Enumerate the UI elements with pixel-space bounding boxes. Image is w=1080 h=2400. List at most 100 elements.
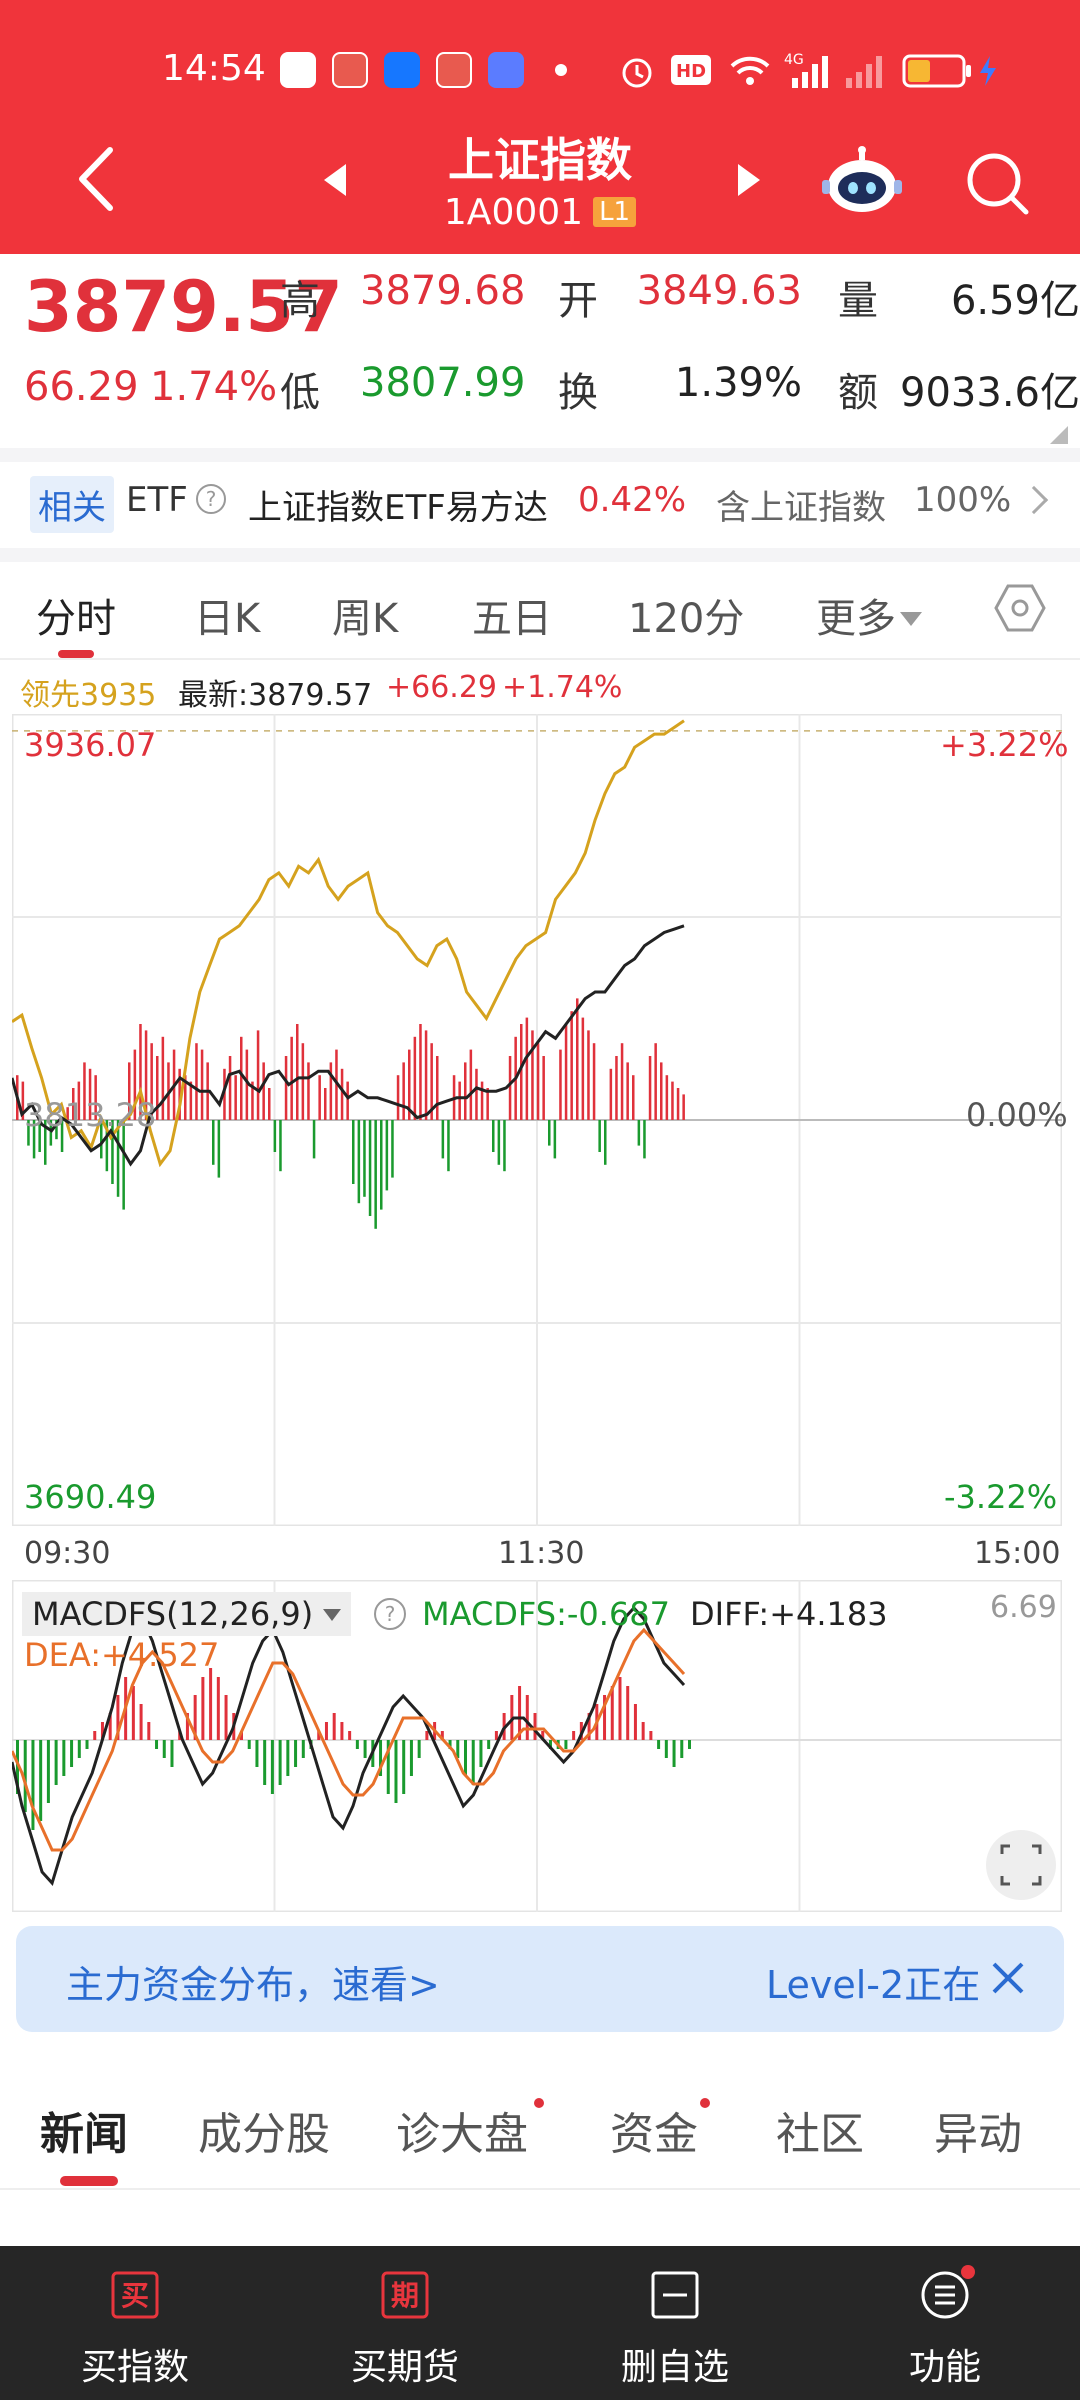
volume-bar [111,1120,114,1184]
tab-five-day[interactable]: 五日 [472,596,552,642]
x-tick-label: 15:00 [974,1536,1061,1571]
volume-bar [312,1120,316,1159]
volume-bar [475,1068,478,1120]
tab-diagnosis[interactable]: 诊大盘 [396,2109,528,2160]
macd-bar [379,1740,383,1776]
macd-bar [116,1695,120,1740]
volume-bars [16,998,685,1229]
related-etf-label: ETF [126,480,188,520]
chart-info-line: 领先3935 最新:3879.57 +66.29 +1.74% [0,666,1080,713]
volume-bar [105,1120,109,1172]
prev-stock-icon[interactable] [316,160,356,200]
volume-bar [223,1068,226,1120]
volume-bar [660,1062,663,1120]
buy-index-label: 买指数 [80,2347,189,2388]
macd-bar [394,1740,398,1803]
tab-weekly-k[interactable]: 周K [332,596,399,642]
notification-dot-icon [534,2098,544,2108]
macd-bar [603,1695,607,1740]
volume-bar [116,1120,120,1197]
macd-chart[interactable] [12,1580,1062,1912]
close-icon[interactable] [986,1956,1030,2000]
macd-max-label: 6.69 [990,1590,1057,1625]
remove-watchlist-icon [651,2271,699,2319]
remove-watchlist-button[interactable]: 删自选 [540,2246,810,2400]
tab-community[interactable]: 社区 [776,2109,864,2160]
volume-bar [150,1043,153,1120]
buy-index-button[interactable]: 买 买指数 [0,2246,270,2400]
volume-bar [665,1075,669,1120]
volume-bar [72,1088,75,1120]
expand-quote-icon[interactable] [1050,426,1068,444]
macd-bar [649,1731,653,1740]
help-icon[interactable]: ? [374,1598,406,1630]
macd-bar [610,1686,614,1740]
futures-icon-glyph: 期 [391,2279,419,2312]
tab-intraday[interactable]: 分时 [36,596,116,642]
macd-bar [39,1740,43,1821]
dea-line [12,1627,686,1852]
volume-bar [122,1120,125,1210]
volume-bar [620,1043,624,1120]
tab-more-label: 更多 [816,596,896,642]
tab-anomaly[interactable]: 异动 [934,2109,1022,2160]
volume-bar [380,1120,383,1210]
volume-bar [268,1088,271,1120]
notification-dot-icon [700,2098,710,2108]
volume-bar [352,1120,355,1184]
volume-bar [497,1120,501,1165]
back-icon[interactable] [70,144,120,214]
pct-mid-label: 0.00% [966,1096,1068,1134]
volume-bar [559,1049,562,1120]
volume-bar [133,1049,137,1120]
tab-daily-k[interactable]: 日K [194,596,261,642]
volume-bar [525,1017,529,1120]
next-stock-icon[interactable] [728,160,768,200]
volume-bar [548,1120,551,1146]
capital-flow-banner[interactable]: 主力资金分布，速看> Level-2正在 [16,1926,1064,2032]
tab-more[interactable]: 更多 [816,586,922,644]
volume-bar [531,1030,534,1120]
settings-icon[interactable] [994,582,1046,634]
alarm-icon [622,58,652,88]
tab-120min[interactable]: 120分 [628,596,745,642]
volume-bar [408,1049,411,1120]
buy-futures-button[interactable]: 期 买期货 [270,2246,540,2400]
tab-capital[interactable]: 资金 [610,2109,698,2160]
macd-bar [641,1722,645,1740]
macd-bar [193,1695,197,1740]
amount-label: 额 [838,370,878,416]
toutiao-icon [332,52,368,88]
volume-bar [536,1043,540,1120]
volume-bar [458,1081,461,1120]
volume-bar [486,1088,489,1120]
volume-bar [520,1024,523,1120]
tab-constituents[interactable]: 成分股 [198,2109,330,2160]
search-icon[interactable] [962,148,1032,218]
macd-bar [240,1731,243,1740]
macd-bar [247,1740,251,1749]
volume-bar [279,1120,282,1172]
macd-bar [170,1740,174,1767]
macd-bar [541,1731,545,1740]
related-etf-row[interactable]: 相关 ETF ? 上证指数ETF易方达 0.42% 含上证指数 100% [0,462,1080,548]
turnover-value: 1.39% [674,360,802,406]
tab-news[interactable]: 新闻 [40,2109,128,2160]
macd-bar [464,1740,467,1776]
macd-indicator-select[interactable]: MACDFS(12,26,9) [22,1592,352,1636]
macd-bar [688,1740,691,1749]
help-icon[interactable]: ? [196,484,226,514]
fullscreen-icon[interactable] [986,1830,1056,1900]
volume-bar [318,1075,321,1120]
divider [0,658,1080,660]
intraday-chart[interactable] [12,714,1062,1526]
robot-assistant-icon[interactable] [822,146,902,216]
volume-bar [161,1036,165,1120]
macd-bar [147,1722,151,1740]
charging-icon [980,56,996,86]
macd-bar [533,1713,537,1740]
volume-bar [396,1075,400,1120]
macd-bar [93,1731,97,1740]
functions-button[interactable]: 功能 [810,2246,1080,2400]
menu-icon [921,2265,975,2319]
